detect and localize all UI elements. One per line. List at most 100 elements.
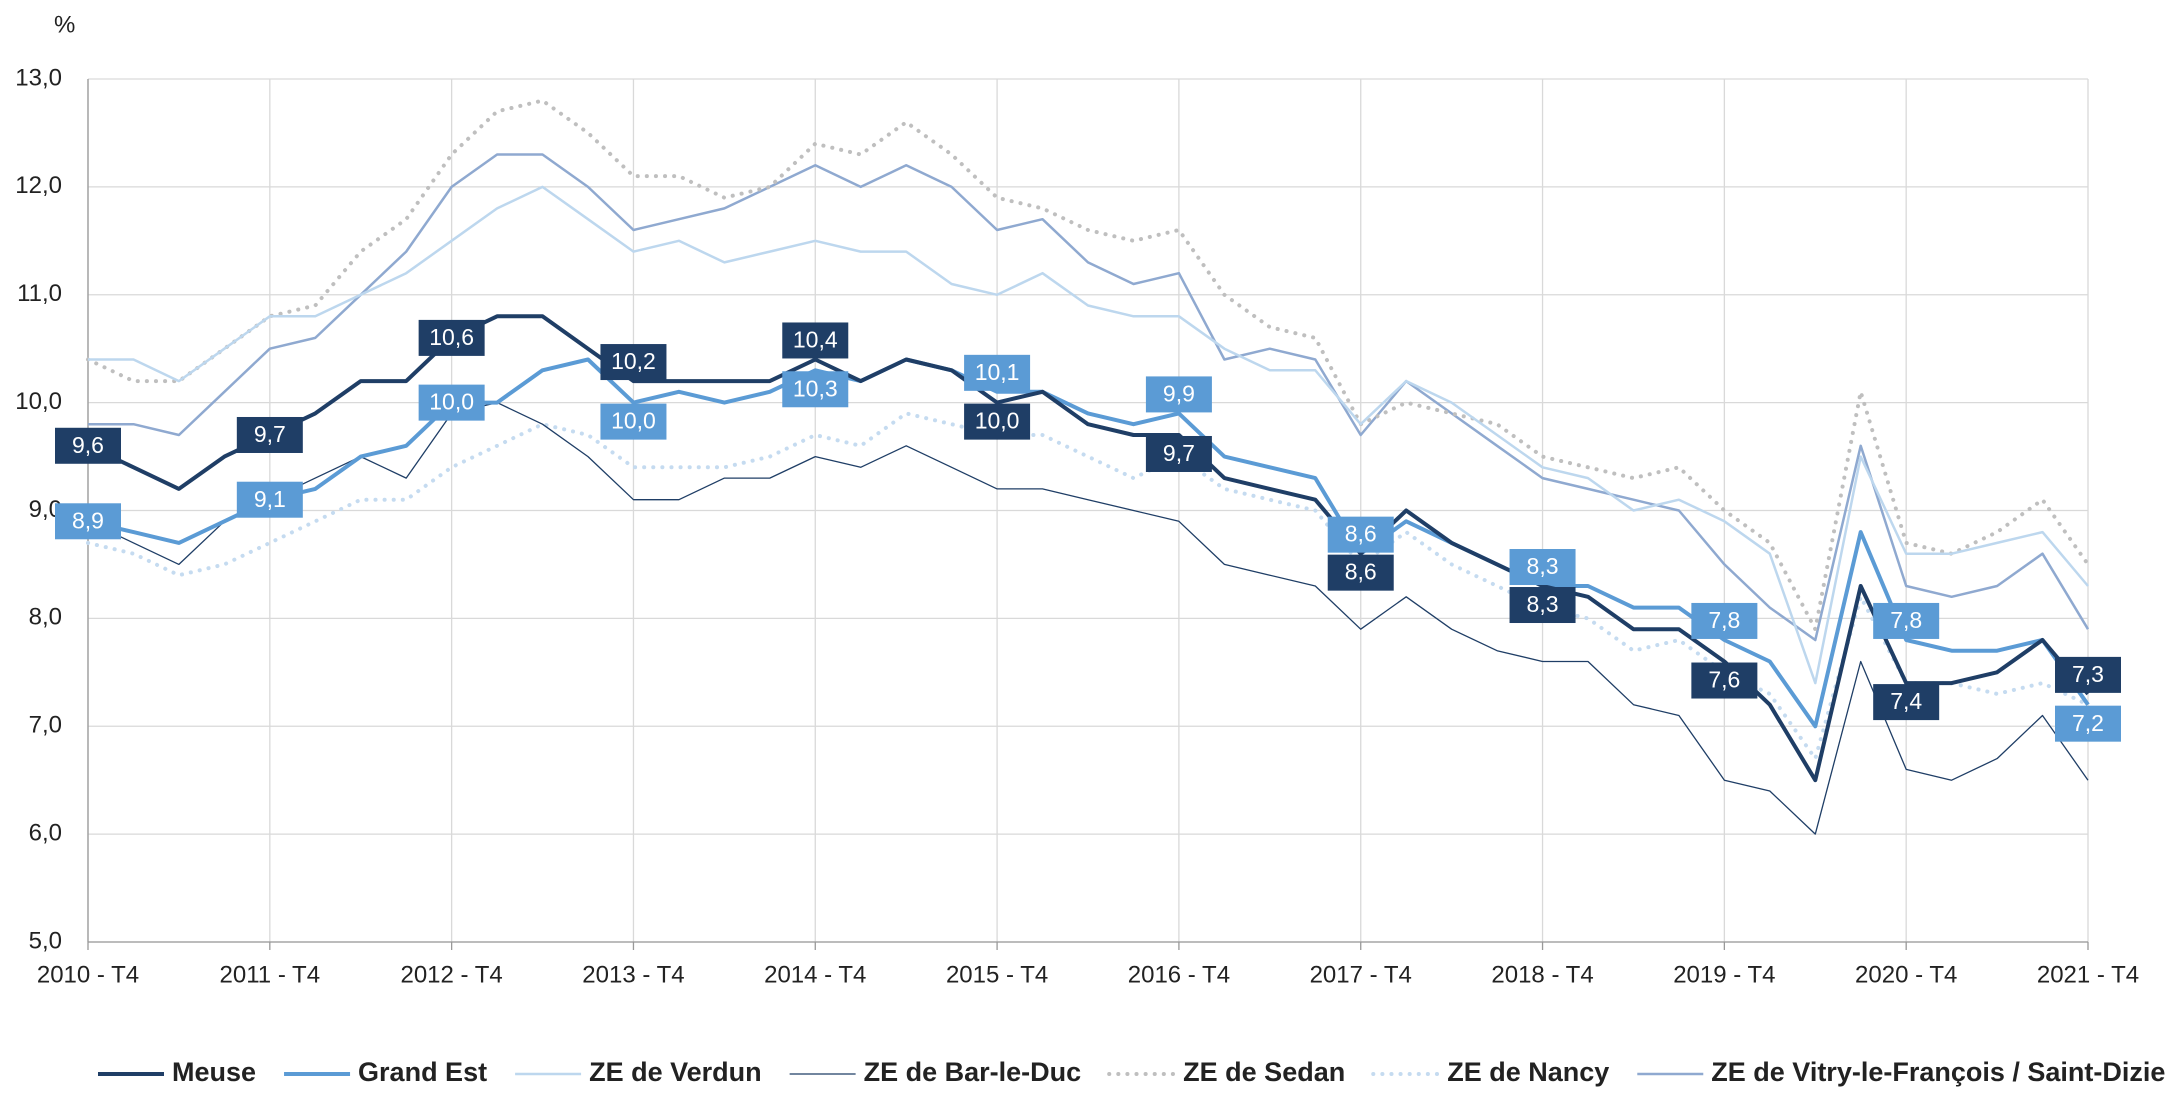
data-label-text: 7,8 — [1708, 607, 1740, 633]
data-label: 9,6 — [55, 427, 121, 464]
data-label: 8,6 — [1327, 554, 1394, 591]
legend-label: ZE de Vitry-le-François / Saint-Dizier — [1711, 1057, 2165, 1087]
y-tick-label: 13,0 — [15, 64, 62, 91]
data-label-text: 10,6 — [429, 324, 474, 350]
data-label: 9,9 — [1145, 376, 1212, 413]
data-label: 9,7 — [1145, 435, 1212, 472]
data-label: 7,3 — [2055, 656, 2121, 693]
legend-label: Meuse — [172, 1057, 256, 1087]
series-line — [87, 357, 2090, 729]
y-tick-label: 10,0 — [15, 388, 62, 415]
x-tick-label: 2016 - T4 — [1128, 961, 1230, 988]
data-label: 10,0 — [600, 403, 667, 440]
y-tick-label: 12,0 — [15, 172, 62, 199]
x-tick-label: 2014 - T4 — [764, 961, 866, 988]
data-label-text: 9,9 — [1163, 380, 1195, 406]
data-label-box — [1509, 549, 1576, 586]
data-label-box — [55, 503, 121, 540]
data-label-box — [964, 354, 1031, 391]
x-tick-label: 2017 - T4 — [1310, 961, 1412, 988]
data-label-box — [2055, 705, 2121, 742]
data-label-text: 9,7 — [254, 421, 286, 447]
data-label-text: 10,1 — [975, 359, 1020, 385]
data-label-box — [1873, 684, 1940, 721]
data-label-text: 7,6 — [1708, 667, 1740, 693]
x-tick-label: 2018 - T4 — [1491, 961, 1593, 988]
y-unit: % — [54, 11, 75, 38]
data-label: 8,6 — [1327, 516, 1394, 553]
data-label-box — [1327, 516, 1394, 553]
legend-label: ZE de Verdun — [589, 1057, 762, 1087]
y-tick-label: 8,0 — [29, 604, 62, 631]
data-label-text: 7,2 — [2072, 710, 2104, 736]
data-label-text: 7,3 — [2072, 661, 2104, 687]
data-label-text: 8,3 — [1527, 591, 1559, 617]
data-label: 10,6 — [418, 319, 485, 356]
data-label: 7,6 — [1691, 662, 1758, 699]
legend-label: ZE de Sedan — [1183, 1057, 1345, 1087]
x-tick-label: 2012 - T4 — [400, 961, 502, 988]
data-label-box — [1145, 376, 1212, 413]
data-label-text: 7,4 — [1890, 688, 1922, 714]
x-tick-label: 2010 - T4 — [37, 961, 139, 988]
data-label-box — [2055, 656, 2121, 693]
series-line — [86, 411, 2090, 761]
x-tick-label: 2015 - T4 — [946, 961, 1048, 988]
legend-label: Grand Est — [358, 1057, 487, 1087]
y-tick-label: 5,0 — [29, 927, 62, 954]
data-label: 10,4 — [782, 322, 849, 359]
series-line — [88, 185, 2089, 685]
data-label-text: 10,0 — [611, 408, 656, 434]
series-line — [87, 401, 2089, 835]
data-label-box — [236, 481, 303, 518]
data-label-box — [236, 416, 303, 453]
y-tick-label: 11,0 — [17, 280, 62, 307]
data-label-text: 9,7 — [1163, 440, 1195, 466]
data-label-box — [600, 403, 667, 440]
x-tick-label: 2021 - T4 — [2037, 961, 2139, 988]
series-line — [87, 314, 2090, 783]
legend-label: ZE de Bar-le-Duc — [864, 1057, 1082, 1087]
data-label-text: 9,1 — [254, 486, 286, 512]
data-label-text: 9,6 — [72, 432, 104, 458]
data-label-text: 7,8 — [1890, 607, 1922, 633]
data-label: 8,9 — [55, 503, 121, 540]
y-tick-label: 7,0 — [29, 712, 62, 739]
data-label-box — [782, 371, 849, 408]
data-label-box — [1873, 602, 1940, 639]
series-line — [86, 98, 2090, 632]
data-label-box — [1509, 587, 1576, 624]
data-label: 7,4 — [1873, 684, 1940, 721]
data-label-box — [1145, 435, 1212, 472]
data-label-text: 8,9 — [72, 507, 104, 533]
data-label: 7,2 — [2055, 705, 2121, 742]
data-label-box — [418, 384, 485, 421]
data-label: 10,0 — [418, 384, 485, 421]
data-label-box — [782, 322, 849, 359]
data-label-text: 10,4 — [793, 327, 838, 353]
x-tick-label: 2019 - T4 — [1673, 961, 1775, 988]
data-label-box — [1691, 602, 1758, 639]
series-line — [88, 153, 2090, 642]
data-label: 9,1 — [236, 481, 303, 518]
data-label: 10,0 — [964, 403, 1031, 440]
data-label-box — [418, 319, 485, 356]
data-label: 10,3 — [782, 371, 849, 408]
legend-label: ZE de Nancy — [1447, 1057, 1609, 1087]
x-tick-label: 2011 - T4 — [220, 961, 321, 988]
data-label-text: 10,2 — [611, 348, 656, 374]
data-label-text: 10,0 — [975, 408, 1020, 434]
data-label-text: 8,6 — [1345, 521, 1377, 547]
y-tick-label: 6,0 — [29, 819, 62, 846]
data-label-box — [600, 344, 667, 381]
data-label: 7,8 — [1691, 602, 1758, 639]
data-label: 10,1 — [964, 354, 1031, 391]
data-label: 9,7 — [236, 416, 303, 453]
data-label: 8,3 — [1509, 549, 1576, 586]
data-label: 8,3 — [1509, 587, 1576, 624]
data-label-text: 10,3 — [793, 375, 838, 401]
data-label: 10,2 — [600, 344, 667, 381]
data-label-text: 10,0 — [429, 389, 474, 415]
data-label-box — [1327, 554, 1394, 591]
